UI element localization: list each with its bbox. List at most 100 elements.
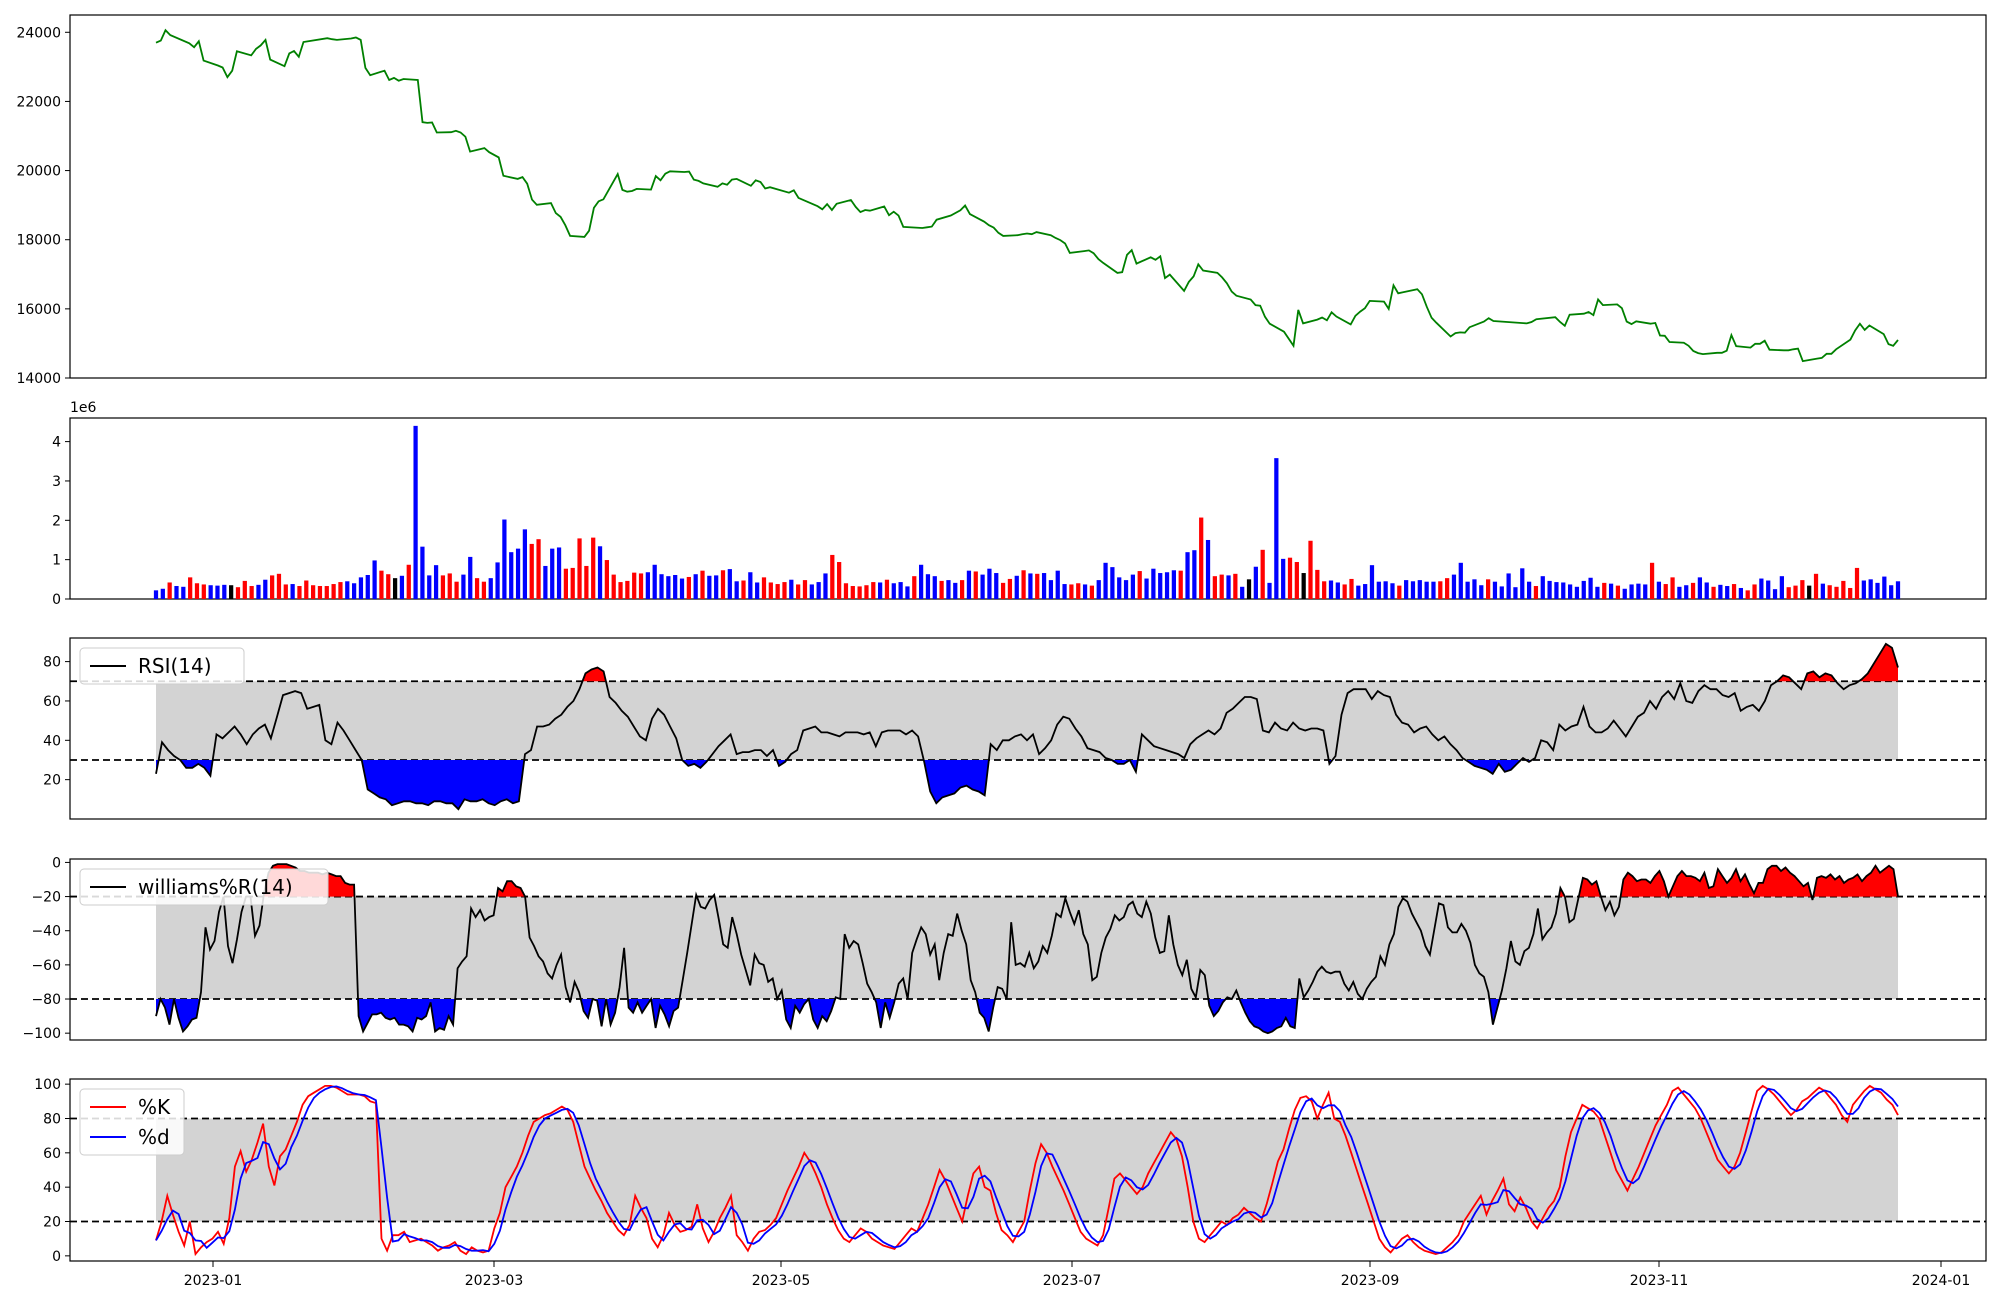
volume-bar: [1848, 587, 1853, 599]
volume-bar: [1561, 582, 1566, 599]
rsi-overbought-fill: [1858, 643, 1898, 682]
stochastic-k-line: [155, 1084, 1899, 1257]
volume-bar: [1267, 582, 1272, 599]
volume-bar: [1513, 587, 1518, 599]
volume-bar: [502, 519, 507, 599]
volume-bar: [953, 582, 958, 599]
volume-bar: [884, 579, 890, 599]
volume-bar: [1240, 586, 1245, 599]
williams-line: [155, 863, 1899, 1035]
volume-ytick-label: 0: [52, 592, 61, 608]
williams-legend: williams%R(14): [79, 868, 329, 906]
williams-oversold-fill: [358, 999, 456, 1032]
volume-bar: [1458, 562, 1463, 599]
rsi-legend: RSI(14): [79, 647, 245, 685]
volume-bar: [379, 570, 384, 599]
volume-bar: [297, 586, 302, 599]
volume-bar: [304, 580, 309, 599]
x-axis-tick-label: 2024-01: [1912, 1273, 1971, 1289]
volume-bar: [871, 582, 876, 599]
volume-bar: [1602, 582, 1607, 599]
volume-bar: [317, 586, 323, 599]
volume-bar: [1766, 580, 1771, 599]
volume-bar: [1779, 576, 1784, 599]
volume-bar: [1656, 581, 1662, 599]
volume-bar: [1301, 573, 1306, 599]
volume-bar: [939, 580, 944, 599]
volume-bar: [1089, 585, 1095, 599]
volume-ytick-label: 4: [52, 435, 61, 451]
volume-bar: [1294, 562, 1299, 599]
volume-bar: [1882, 576, 1887, 599]
volume-bar: [1082, 584, 1088, 599]
volume-bar: [1404, 580, 1409, 599]
rsi-ytick-label: 80: [43, 655, 61, 671]
volume-bar: [1123, 580, 1129, 599]
volume-bar: [1253, 566, 1258, 599]
volume-bar: [1711, 586, 1716, 599]
volume-bar: [905, 586, 910, 599]
volume-bar: [1800, 580, 1805, 599]
x-axis-tick-label: 2023-11: [1630, 1273, 1689, 1289]
volume-bar: [925, 574, 931, 599]
volume-bar: [1069, 584, 1074, 599]
volume-bar: [420, 546, 425, 599]
volume-bar: [536, 539, 541, 599]
williams-oversold-fill: [1239, 999, 1298, 1034]
rsi-legend-box: [79, 647, 245, 685]
volume-bar: [338, 582, 343, 599]
volume-bar: [1718, 584, 1723, 599]
volume-bar: [994, 573, 999, 599]
volume-bar: [1000, 582, 1006, 599]
rsi-oversold-fill: [180, 760, 213, 776]
volume-bar: [529, 543, 534, 599]
williams-oversold-fill: [606, 999, 618, 1025]
volume-bar: [1438, 581, 1443, 599]
volume-bar: [1212, 576, 1217, 599]
williams-ytick-label: −20: [31, 890, 61, 906]
volume-bar: [1445, 578, 1450, 599]
volume-bar: [263, 579, 268, 599]
volume-bar: [638, 573, 644, 599]
x-axis-tick-label: 2023-05: [752, 1273, 811, 1289]
volume-bar: [1506, 573, 1511, 599]
volume-bar: [1171, 570, 1176, 599]
volume-bar: [1130, 574, 1136, 599]
volume-bar: [1472, 579, 1477, 599]
volume-bar: [898, 582, 903, 599]
volume-bar: [918, 564, 924, 599]
rsi-line: [155, 642, 1899, 811]
williams-ytick-label: 0: [52, 855, 61, 871]
volume-bar: [1725, 586, 1730, 599]
stochastic-ytick-label: 100: [34, 1077, 61, 1093]
rsi-ytick-label: 60: [43, 694, 61, 710]
x-axis-tick-label: 2023-03: [465, 1273, 524, 1289]
volume-bar: [775, 584, 780, 599]
volume-bar: [201, 584, 206, 599]
volume-bar: [1376, 581, 1381, 599]
williams-overbought-fill: [1813, 865, 1898, 897]
volume-bar: [1158, 573, 1163, 599]
volume-bar: [174, 586, 179, 599]
volume-bar: [727, 569, 732, 599]
volume-bar: [1738, 587, 1743, 599]
volume-bar: [1731, 584, 1737, 599]
volume-bar: [1328, 580, 1334, 599]
williams-oversold-fill: [808, 999, 836, 1028]
volume-bar: [584, 565, 589, 599]
volume-bar: [1526, 581, 1532, 599]
volume-bar: [1520, 568, 1525, 599]
price-line: [155, 28, 1899, 363]
volume-bar: [1246, 579, 1252, 599]
volume-bar: [188, 577, 193, 599]
volume-bar: [1588, 577, 1593, 599]
volume-bar: [1349, 578, 1354, 599]
volume-bar: [707, 575, 712, 599]
volume-bar: [563, 568, 569, 599]
volume-bar: [830, 554, 835, 599]
volume-bar: [208, 585, 213, 599]
volume-bar: [550, 548, 555, 599]
volume-bar: [181, 586, 186, 599]
volume-bar: [1834, 586, 1839, 599]
volume-bar: [249, 586, 254, 599]
